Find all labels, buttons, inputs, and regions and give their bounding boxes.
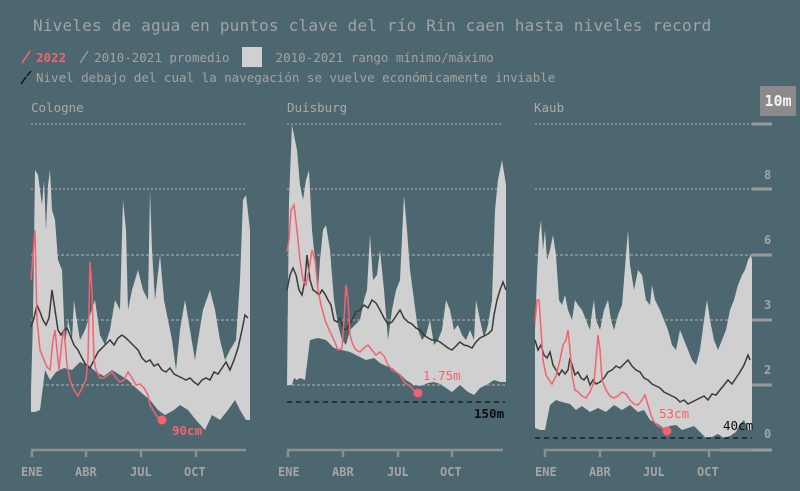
cologne-average-line: [30, 289, 249, 387]
y-label-2: 2: [764, 363, 772, 377]
duisburg-average-line: [286, 254, 507, 351]
legend-average-label: 2010-2021 promedio: [94, 49, 230, 65]
y-axis-unit-badge: 10m: [760, 86, 796, 116]
kaub-month-ene: ENE: [535, 465, 557, 479]
cologne-month-jul: JUL: [130, 465, 152, 479]
legend-2022-icon: [21, 50, 31, 64]
y-label-0: 0: [764, 427, 772, 441]
duisburg-month-abr: ABR: [332, 465, 354, 479]
kaub-average-line: [534, 339, 751, 405]
cologne-month-ene: ENE: [21, 465, 43, 479]
duisburg-latest-label: 1.75m: [423, 368, 461, 383]
legend-threshold-icon: [20, 70, 32, 84]
panel-title-cologne: Cologne: [31, 100, 84, 115]
panel-title-duisburg: Duisburg: [287, 100, 348, 115]
duisburg-2022-line: [286, 202, 417, 394]
duisburg-month-oct: OCT: [440, 465, 462, 479]
chart-title: Niveles de agua en puntos clave del río …: [33, 16, 712, 35]
cologne-month-abr: ABR: [75, 465, 97, 479]
legend-row-1: 2022 2010-2021 promedio 2010-2021 rango …: [20, 47, 494, 67]
duisburg-month-ene: ENE: [278, 465, 300, 479]
y-label-8: 8: [764, 168, 772, 182]
duisburg-month-jul: JUL: [387, 465, 409, 479]
y-label-6: 6: [764, 233, 772, 247]
cologne-latest-label: 90cm: [172, 423, 203, 438]
legend-range-swatch-icon: [241, 47, 262, 67]
cologne-range-area: [31, 170, 250, 430]
kaub-latest-label: 53cm: [659, 406, 690, 421]
duisburg-range-area: [287, 125, 506, 395]
cologne-2022-line: [30, 229, 161, 421]
kaub-month-oct: OCT: [697, 465, 719, 479]
kaub-month-jul: JUL: [643, 465, 665, 479]
kaub-latest-marker: [662, 426, 672, 436]
duisburg-threshold-label: 150m: [474, 406, 505, 421]
y-label-3: 3: [764, 298, 772, 312]
duisburg-latest-marker: [413, 388, 423, 398]
kaub-threshold-label: 40cm: [723, 418, 754, 433]
gridlines: [31, 123, 752, 190]
legend-range-label: 2010-2021 rango mínimo/máximo: [275, 49, 494, 65]
panel-title-kaub: Kaub: [534, 100, 565, 115]
legend-2022-label: 2022: [36, 49, 67, 65]
cologne-month-oct: OCT: [184, 465, 206, 479]
legend-row-2: Nivel debajo del cual la navegación se v…: [20, 70, 555, 85]
kaub-2022-line: [534, 299, 667, 432]
cologne-latest-marker: [157, 415, 167, 425]
x-axes: [30, 448, 752, 457]
legend-threshold-label: Nivel debajo del cual la navegación se v…: [36, 70, 556, 85]
legend-average-icon: [79, 50, 89, 64]
kaub-range-area: [535, 220, 752, 438]
kaub-month-abr: ABR: [589, 465, 611, 479]
